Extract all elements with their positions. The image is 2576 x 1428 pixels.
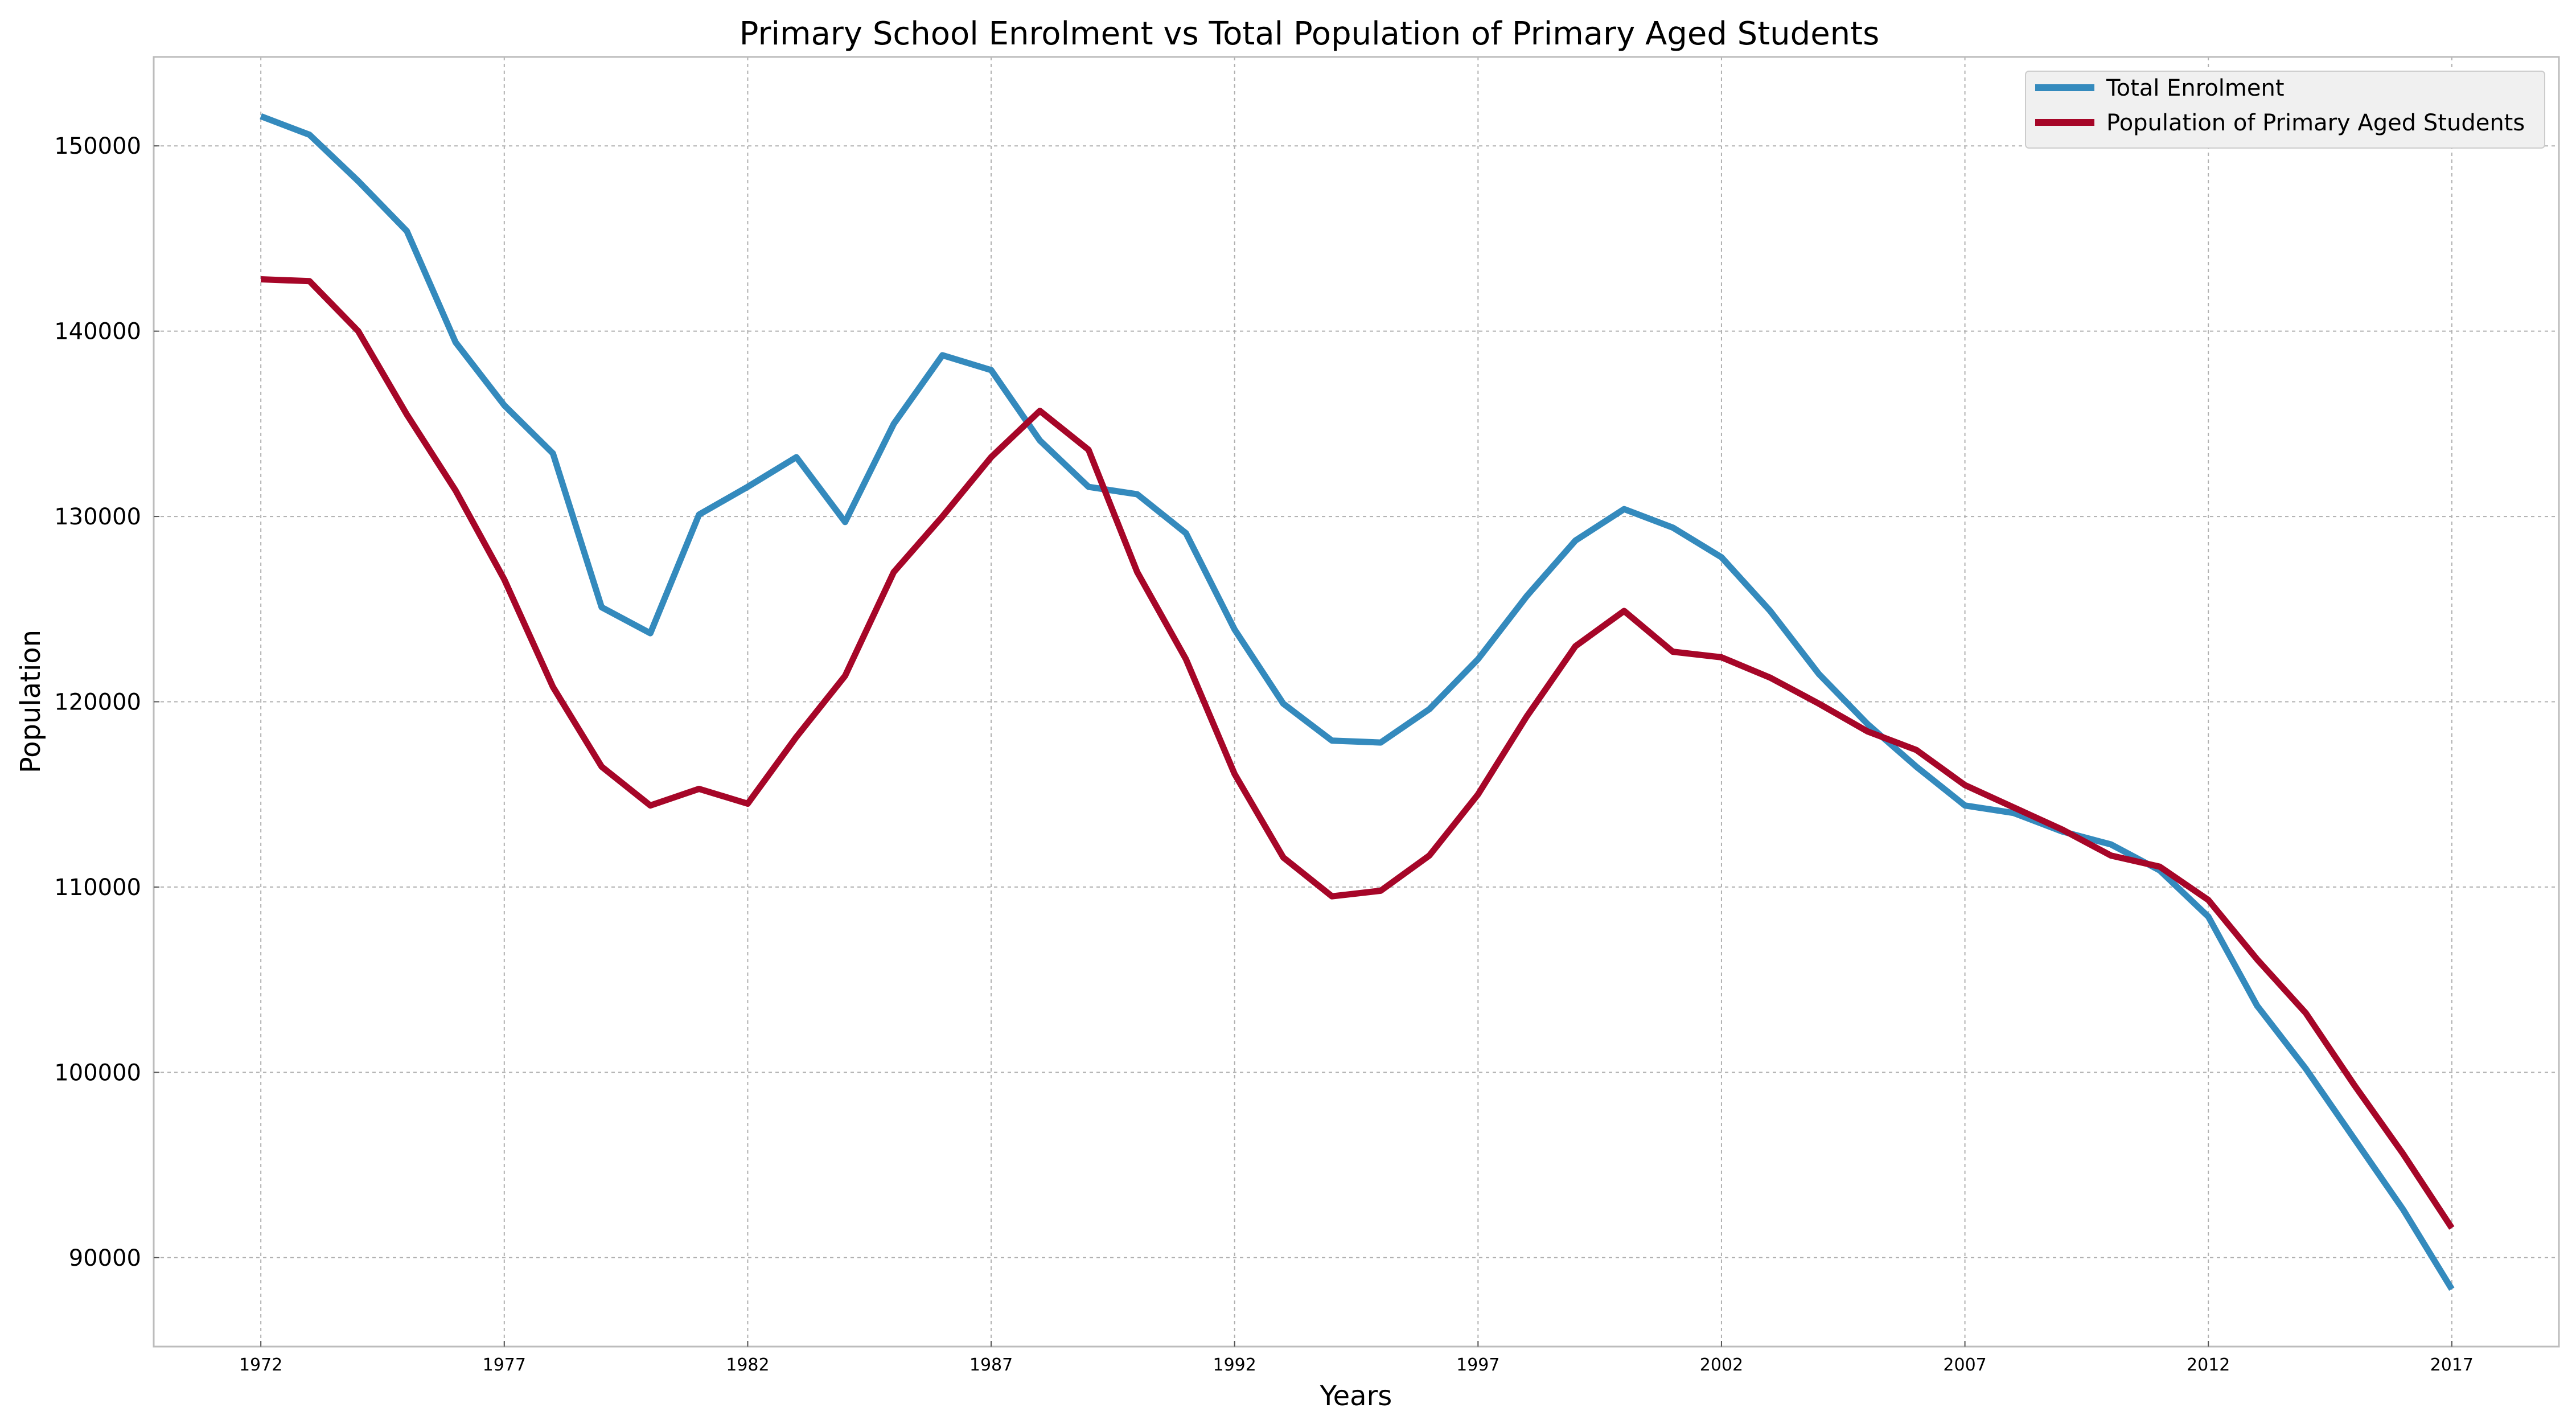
y-axis-label: Population	[15, 630, 47, 773]
x-tick-label: 1997	[1456, 1355, 1499, 1375]
x-axis-label: Years	[1320, 1380, 1392, 1412]
legend-box	[2025, 71, 2545, 149]
x-tick-label: 1987	[969, 1355, 1013, 1375]
x-tick-label: 1972	[239, 1355, 282, 1375]
y-axis-ticks: 90000 100000 110000 120000 130000 140000 15000…	[54, 133, 159, 1271]
x-tick-label: 2017	[2430, 1355, 2474, 1375]
y-tick-label: 110000	[54, 875, 141, 901]
series-line-population	[260, 276, 2455, 1230]
x-tick-label: 1982	[726, 1355, 769, 1375]
legend-label-total-enrolment: Total Enrolment	[2106, 75, 2285, 101]
x-tick-label: 2012	[2187, 1355, 2230, 1375]
series-lines	[260, 113, 2455, 1291]
x-tick-label: 2007	[1943, 1355, 1986, 1375]
x-tick-label: 1977	[483, 1355, 526, 1375]
y-tick-label: 140000	[54, 319, 141, 345]
series-line-total-enrolment	[260, 113, 2455, 1291]
grid-lines	[154, 57, 2559, 1347]
x-axis-ticks: 1972 1977 1982 1987 1992 1997 2002 2007 2012 2017	[239, 1341, 2474, 1375]
y-tick-label: 100000	[54, 1060, 141, 1086]
x-tick-label: 2002	[1700, 1355, 1743, 1375]
y-tick-label: 130000	[54, 504, 141, 530]
legend: Total Enrolment Population of Primary Ag…	[2025, 71, 2545, 149]
y-tick-label: 120000	[54, 690, 141, 716]
legend-label-population: Population of Primary Aged Students	[2106, 110, 2525, 136]
y-tick-label: 90000	[69, 1245, 141, 1271]
chart-title: Primary School Enrolment vs Total Popula…	[739, 15, 1880, 52]
y-tick-label: 150000	[54, 133, 141, 159]
x-tick-label: 1992	[1213, 1355, 1256, 1375]
